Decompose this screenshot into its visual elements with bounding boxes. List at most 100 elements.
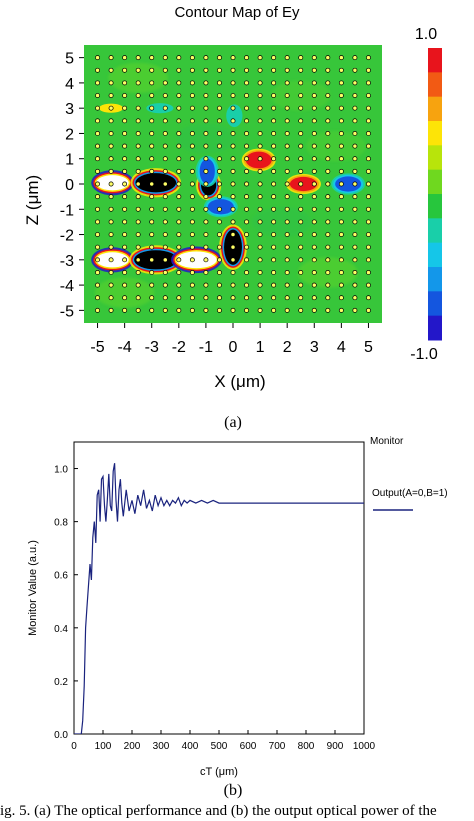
lattice-rod	[122, 307, 128, 313]
lattice-rod	[366, 257, 371, 263]
lattice-rod	[311, 156, 317, 162]
lattice-rod	[366, 131, 371, 136]
lattice-rod	[257, 206, 263, 212]
lattice-rod	[230, 270, 236, 275]
lattice-rod	[162, 232, 168, 237]
lattice-rod	[162, 219, 168, 225]
lattice-rod	[135, 156, 141, 162]
lattice-rod	[149, 257, 155, 263]
lattice-rod	[352, 232, 358, 237]
background-patch	[108, 62, 168, 94]
lattice-rod	[95, 131, 100, 136]
lattice-rod	[135, 55, 141, 61]
lattice-rod	[162, 257, 168, 263]
lattice-rod	[189, 232, 195, 237]
lattice-rod	[162, 105, 168, 111]
lattice-rod	[325, 168, 331, 174]
lattice-rod	[284, 55, 290, 61]
lattice-rod	[135, 219, 141, 225]
lattice-rod	[176, 219, 182, 225]
lattice-rod	[338, 244, 344, 250]
x-tick-label: 0	[71, 741, 77, 752]
lattice-rod	[257, 156, 263, 162]
lattice-rod	[203, 67, 209, 73]
line-panel: 0.0 0.2 0.4 0.6 0.8 1.0 0 100 200 300 400 500 600 70…	[27, 436, 448, 778]
lattice-rod	[217, 118, 222, 124]
lattice-rod	[122, 80, 128, 86]
lattice-rod	[271, 257, 277, 263]
lattice-rod	[189, 194, 195, 200]
lattice-rod	[176, 67, 182, 73]
lattice-rod	[217, 55, 222, 61]
lattice-rod	[95, 93, 100, 98]
field-core	[226, 104, 243, 128]
lattice-rod	[149, 270, 155, 275]
lattice-rod	[162, 93, 168, 98]
colorbar-segment	[428, 194, 442, 219]
y-tick-label: 0.8	[54, 518, 68, 529]
lattice-rod	[176, 143, 182, 149]
lattice-rod	[311, 194, 317, 200]
lattice-rod	[366, 244, 371, 250]
lattice-rod	[325, 270, 331, 275]
lattice-rod	[366, 206, 371, 212]
lattice-rod	[284, 93, 290, 98]
lattice-rod	[122, 181, 128, 187]
lattice-rod	[135, 232, 141, 237]
lattice-rod	[284, 295, 290, 301]
lattice-rod	[338, 105, 344, 111]
lattice-rod	[257, 282, 263, 288]
lattice-rod	[203, 131, 209, 136]
lattice-rod	[257, 194, 263, 200]
lattice-rod	[135, 105, 141, 111]
lattice-rod	[352, 206, 358, 212]
lattice-rod	[325, 143, 331, 149]
field-core	[134, 250, 178, 270]
lattice-rod	[135, 307, 141, 313]
x-tick-label: 400	[182, 741, 199, 752]
lattice-rod	[149, 118, 155, 124]
lattice-rod	[366, 295, 371, 301]
lattice-rod	[271, 93, 277, 98]
lattice-rod	[311, 282, 317, 288]
y-tick-label: 0.0	[54, 730, 68, 741]
lattice-rod	[95, 232, 100, 237]
lattice-rod	[176, 93, 182, 98]
lattice-rod	[230, 206, 236, 212]
lattice-rod	[122, 131, 128, 136]
lattice-rod	[176, 168, 182, 174]
lattice-rod	[257, 232, 263, 237]
lattice-rod	[311, 206, 317, 212]
lattice-rod	[298, 181, 304, 187]
lattice-rod	[203, 156, 209, 162]
lattice-rod	[95, 118, 100, 124]
lattice-rod	[366, 219, 371, 225]
lattice-rod	[311, 257, 317, 263]
x-tick-label: 3	[310, 339, 319, 356]
lattice-rod	[366, 156, 371, 162]
contour-title: Contour Map of Ey	[174, 4, 300, 21]
field-core	[176, 251, 217, 269]
lattice-rod	[108, 118, 114, 124]
lattice-rod	[244, 105, 249, 111]
lattice-rod	[271, 80, 277, 86]
lattice-rod	[230, 105, 236, 111]
x-tick-label: 2	[283, 339, 292, 356]
lattice-rod	[325, 206, 331, 212]
lattice-rod	[352, 257, 358, 263]
lattice-rod	[338, 295, 344, 301]
lattice-rod	[108, 257, 114, 263]
lattice-rod	[162, 55, 168, 61]
lattice-rod	[284, 105, 290, 111]
y-tick-label: 4	[65, 76, 74, 93]
lattice-rod	[257, 307, 263, 313]
lattice-rod	[352, 270, 358, 275]
lattice-rod	[230, 307, 236, 313]
lattice-rod	[149, 181, 155, 187]
lattice-rod	[203, 257, 209, 263]
lattice-rod	[176, 295, 182, 301]
lattice-rod	[338, 257, 344, 263]
lattice-rod	[325, 156, 331, 162]
lattice-rod	[257, 67, 263, 73]
